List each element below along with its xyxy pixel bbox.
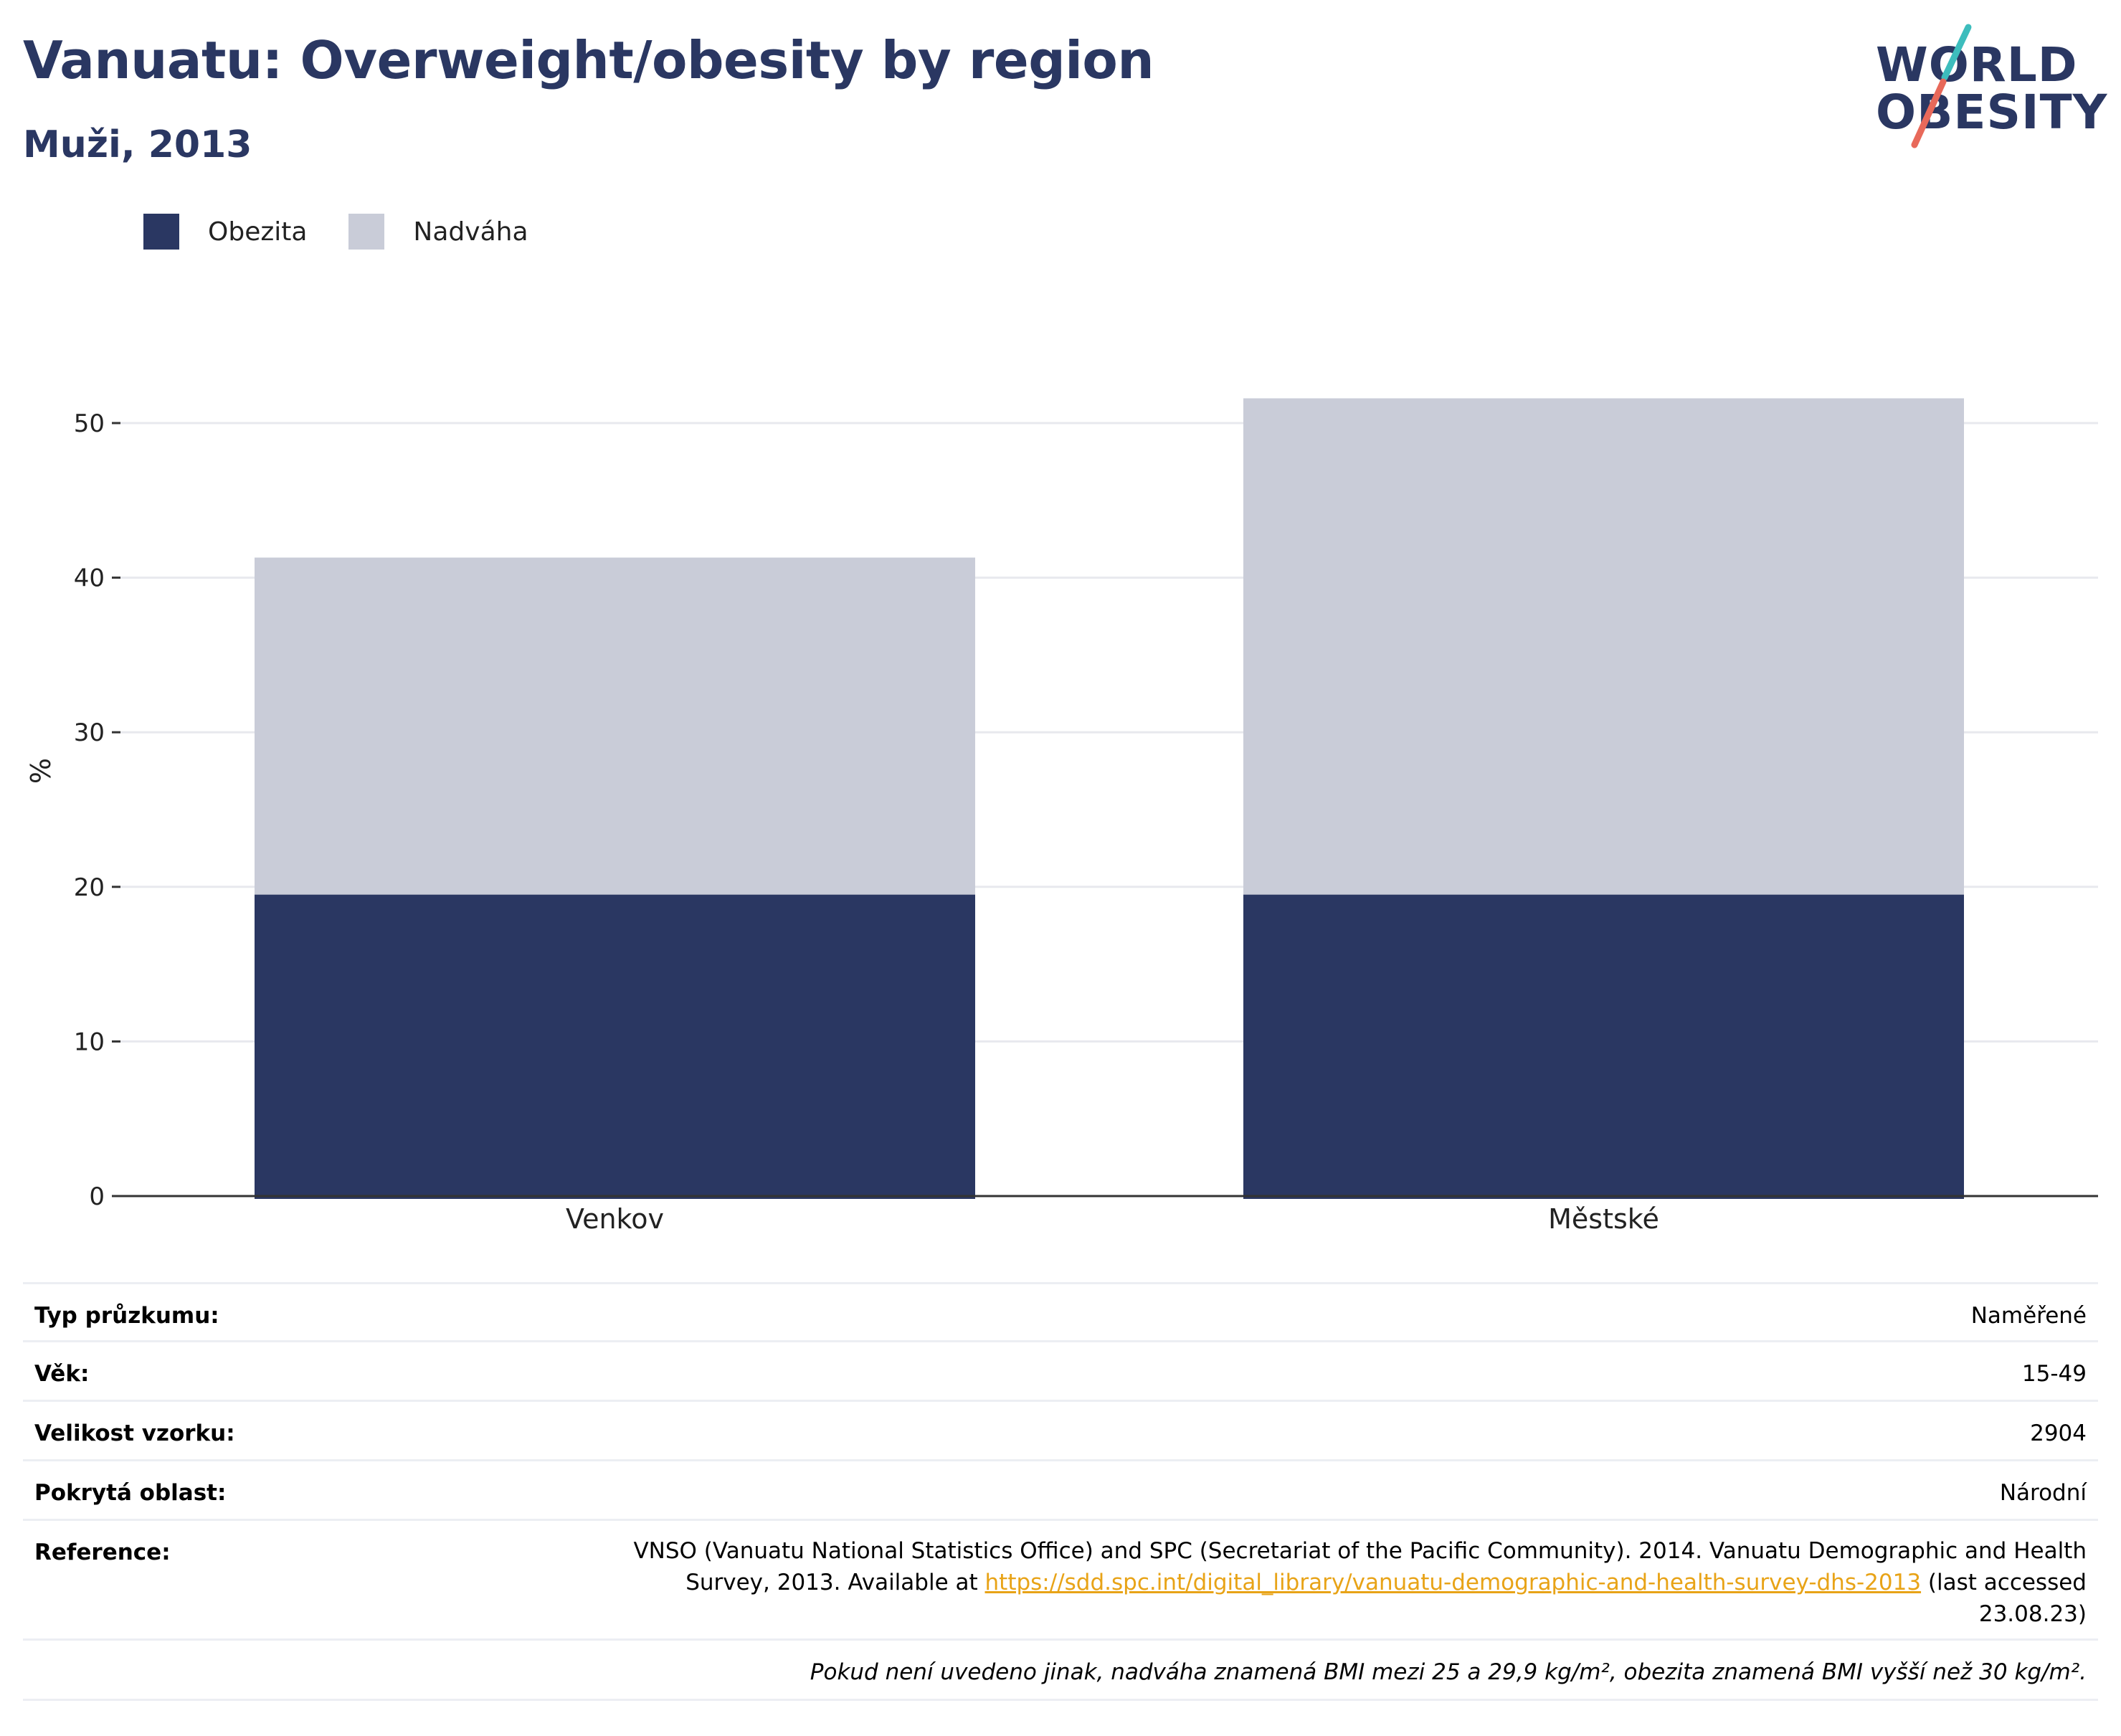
- info-row-area: Pokrytá oblast: Národní: [23, 1461, 2098, 1521]
- info-row-survey-type: Typ průzkumu: Naměřené: [23, 1282, 2098, 1342]
- area-value: Národní: [1999, 1480, 2087, 1506]
- age-value: 15-49: [2021, 1361, 2087, 1387]
- y-tick-label-40: 40: [74, 564, 105, 593]
- x-tick-label-1: Venkov: [566, 1203, 664, 1235]
- survey-type-value: Naměřené: [1970, 1303, 2087, 1329]
- sample-size-value: 2904: [2030, 1420, 2087, 1446]
- bar-overweight-1: [255, 557, 975, 895]
- survey-info-table: Typ průzkumu: Naměřené Věk: 15-49 Veliko…: [23, 1282, 2098, 1701]
- reference-text-before: VNSO (Vanuatu National Statistics Office…: [633, 1538, 2087, 1595]
- chart-legend: Obezita Nadváha: [143, 214, 570, 250]
- bar-obesity-2: [1243, 894, 1964, 1199]
- y-tick-label-20: 20: [74, 873, 105, 902]
- area-label: Pokrytá oblast:: [34, 1480, 227, 1506]
- reference-label: Reference:: [34, 1540, 171, 1565]
- survey-type-label: Typ průzkumu:: [34, 1303, 219, 1329]
- x-tick-label-2: Městské: [1548, 1203, 1659, 1235]
- y-tick-label-10: 10: [74, 1028, 105, 1056]
- logo-slash-icon: [1911, 24, 1972, 148]
- info-row-sample-size: Velikost vzorku: 2904: [23, 1402, 2098, 1461]
- age-label: Věk:: [34, 1361, 90, 1387]
- reference-link[interactable]: https://sdd.spc.int/digital_library/vanu…: [984, 1570, 1922, 1595]
- definition-note: Pokud není uvedeno jinak, nadváha znamen…: [810, 1659, 2087, 1685]
- info-row-age: Věk: 15-49: [23, 1342, 2098, 1402]
- y-tick-label-50: 50: [74, 409, 105, 438]
- y-tick-label-0: 0: [89, 1182, 105, 1211]
- legend-swatch-obesity: [143, 214, 179, 250]
- legend-swatch-overweight: [348, 214, 385, 250]
- legend-label-overweight: Nadváha: [413, 217, 528, 247]
- reference-text-after: (last accessed 23.08.23): [1921, 1570, 2087, 1627]
- chart-subtitle: Muži, 2013: [23, 123, 252, 166]
- bar-obesity-1: [255, 894, 975, 1199]
- y-tick-label-30: 30: [74, 718, 105, 747]
- legend-label-obesity: Obezita: [208, 217, 308, 247]
- y-axis-label: %: [25, 758, 57, 784]
- logo-word-obesity: OBESITY: [1876, 85, 2108, 140]
- info-row-reference: Reference: VNSO (Vanuatu National Statis…: [23, 1521, 2098, 1641]
- chart-title: Vanuatu: Overweight/obesity by region: [23, 30, 1154, 90]
- info-row-note: Pokud není uvedeno jinak, nadváha znamen…: [23, 1641, 2098, 1701]
- legend-item-overweight[interactable]: Nadváha: [348, 214, 528, 250]
- logo-word-world: WORLD: [1876, 37, 2078, 93]
- bar-overweight-2: [1243, 398, 1964, 895]
- reference-value: VNSO (Vanuatu National Statistics Office…: [609, 1535, 2087, 1638]
- bar-chart: 0 10 20 30 40 50% Venkov Městské: [25, 398, 2098, 1235]
- sample-size-label: Velikost vzorku:: [34, 1420, 235, 1446]
- world-obesity-logo: WORLD OBESITY: [1864, 22, 2108, 151]
- legend-item-obesity[interactable]: Obezita: [143, 214, 307, 250]
